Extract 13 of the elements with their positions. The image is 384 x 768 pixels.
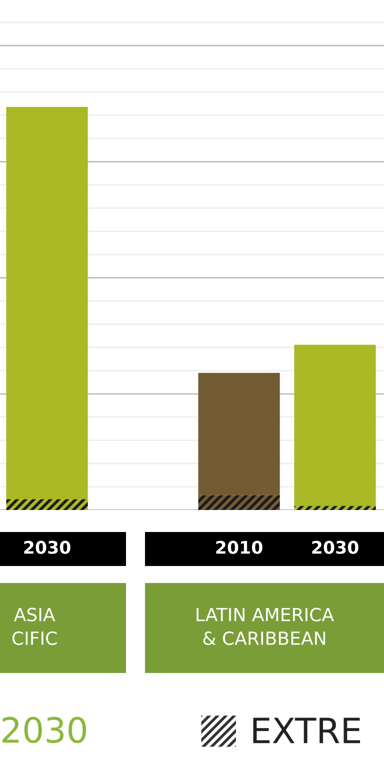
bar (294, 506, 376, 510)
bar (294, 344, 376, 506)
text: 2030 (2, 716, 86, 744)
text: EXTRE (253, 718, 360, 744)
x-tick-label: 2030 (312, 540, 358, 554)
bar (198, 495, 280, 510)
bar (6, 499, 88, 510)
text: ASIA CIFIC (12, 608, 57, 646)
bar (198, 372, 280, 496)
x-tick-label: 2030 (24, 540, 70, 554)
text: LATIN AMERICA & CARIBBEAN (196, 608, 334, 646)
x-tick-label: 2010 (216, 540, 262, 554)
bar (6, 106, 88, 500)
